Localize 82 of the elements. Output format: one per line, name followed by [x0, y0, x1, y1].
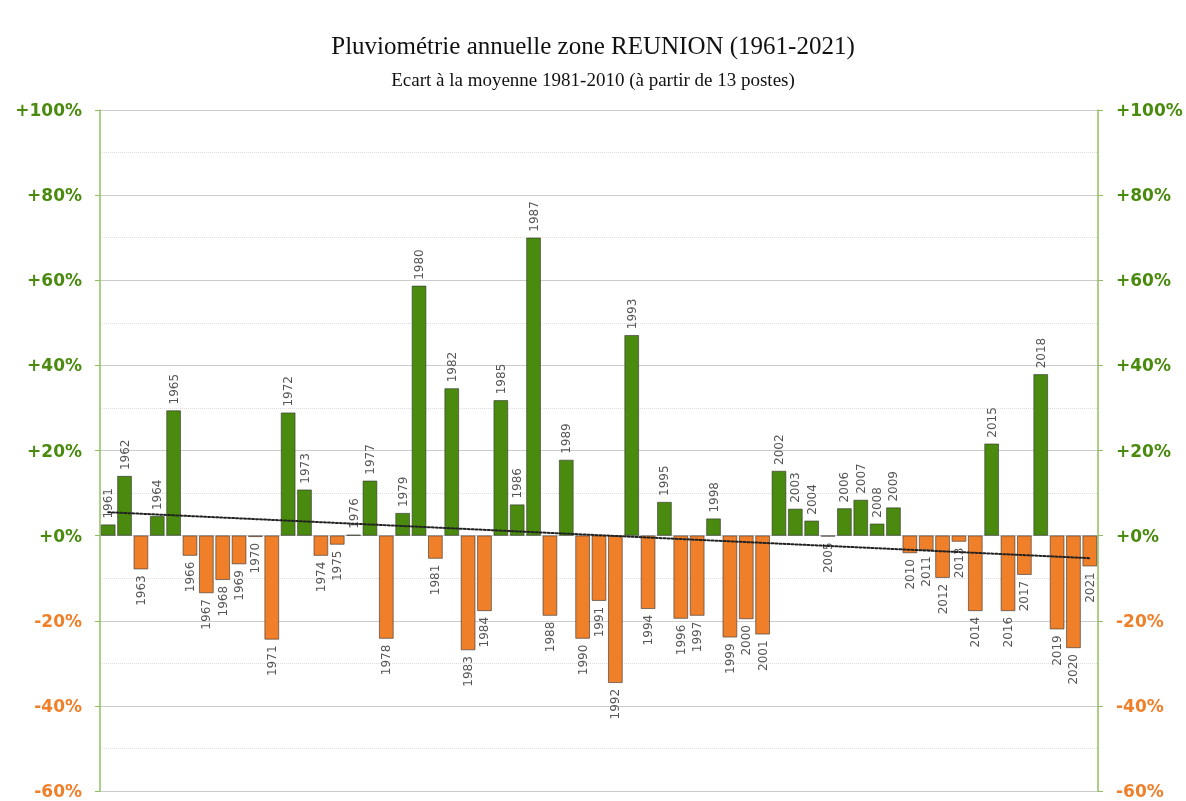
- x-tick-label: 1972: [281, 376, 296, 407]
- x-tick-label: 2003: [788, 472, 803, 503]
- x-tick-label: 2002: [771, 434, 786, 465]
- x-tick-label: 2000: [739, 625, 754, 656]
- x-tick-label: 2008: [870, 487, 885, 518]
- x-tick-label: 1964: [150, 479, 165, 511]
- x-tick-label: 1989: [559, 423, 574, 454]
- x-tick-label: 1997: [690, 621, 705, 653]
- x-tick-label: 1966: [182, 561, 197, 593]
- x-tick-label: 1970: [248, 542, 263, 574]
- x-tick-label: 2004: [804, 484, 819, 515]
- x-tick-label: 2017: [1017, 580, 1032, 612]
- x-tick-label: 2015: [984, 407, 999, 438]
- x-tick-label: 2020: [1066, 653, 1081, 685]
- x-tick-label: 1991: [592, 606, 606, 638]
- y2-tick-label: +40%: [1116, 355, 1171, 376]
- x-tick-label: 1988: [542, 621, 557, 653]
- x-tick-label: 1985: [493, 363, 508, 395]
- chart-subtitle: Ecart à la moyenne 1981-2010 (à partir de 13 postes): [391, 69, 795, 91]
- x-tick-label: 1998: [706, 482, 721, 513]
- x-tick-label: 1983: [461, 656, 476, 687]
- x-tick-label: 2013: [951, 547, 966, 579]
- x-tick-label: 1980: [412, 249, 427, 280]
- x-tick-label: 1976: [346, 498, 361, 529]
- x-tick-label: 1986: [510, 468, 525, 499]
- x-tick-label: 1967: [199, 599, 214, 630]
- x-tick-label: 2012: [935, 583, 950, 615]
- x-tick-label: 1984: [477, 616, 492, 648]
- x-tick-label: 1990: [575, 644, 590, 676]
- x-tick-label: 1987: [526, 201, 541, 232]
- x-tick-label: 1981: [428, 564, 443, 596]
- y2-tick-label: +20%: [1116, 440, 1171, 461]
- y-tick-label: -60%: [34, 781, 82, 801]
- x-tick-label: 1993: [624, 298, 639, 330]
- x-tick-label: 2006: [837, 471, 852, 503]
- x-tick-label: 2021: [1082, 572, 1097, 603]
- x-tick-label: 1974: [313, 561, 328, 593]
- y2-tick-label: -40%: [1116, 695, 1164, 716]
- x-tick-label: 1962: [117, 439, 132, 471]
- y-tick-label: +20%: [27, 440, 82, 461]
- x-tick-label: 1961: [101, 488, 116, 519]
- x-tick-label: 2007: [853, 463, 868, 494]
- x-tick-label: 1979: [395, 476, 410, 508]
- x-tick-label: 1992: [608, 688, 623, 720]
- x-tick-label: 1996: [673, 624, 688, 656]
- x-tick-label: 1965: [166, 373, 181, 405]
- chart-title: Pluviométrie annuelle zone REUNION (1961-2021): [331, 32, 855, 60]
- x-tick-label: 1977: [362, 444, 377, 475]
- x-tick-label: 2016: [1001, 616, 1016, 648]
- y-tick-label: -20%: [34, 610, 82, 631]
- x-tick-label: 1978: [379, 644, 394, 676]
- y-tick-label: +0%: [38, 525, 82, 546]
- y-tick-label: +80%: [27, 185, 82, 206]
- x-tick-label: 1969: [232, 570, 247, 601]
- x-tick-label: 2019: [1050, 635, 1065, 666]
- x-tick-label: 1995: [657, 465, 672, 496]
- y2-tick-label: -20%: [1116, 610, 1164, 631]
- x-tick-label: 2014: [968, 616, 983, 648]
- y-tick-label: +100%: [15, 100, 82, 120]
- y2-tick-label: +0%: [1116, 525, 1160, 546]
- x-tick-label: 2018: [1033, 337, 1048, 369]
- x-tick-label: 1999: [722, 643, 737, 674]
- y-tick-label: +60%: [27, 270, 82, 291]
- bar: [624, 335, 639, 536]
- y-tick-label: -40%: [34, 695, 82, 716]
- y2-tick-label: +100%: [1116, 100, 1183, 120]
- y-tick-label: +40%: [27, 355, 82, 376]
- y2-tick-label: +60%: [1116, 270, 1171, 291]
- x-tick-label: 1968: [215, 585, 230, 617]
- x-tick-label: 2009: [886, 470, 901, 502]
- x-tick-label: 2010: [902, 559, 917, 590]
- x-tick-label: 1994: [641, 614, 656, 646]
- y2-tick-label: -60%: [1116, 781, 1164, 801]
- x-tick-label: 1973: [297, 453, 312, 484]
- x-tick-label: 1971: [264, 645, 279, 677]
- x-tick-label: 2005: [821, 542, 836, 574]
- x-tick-label: 2011: [919, 556, 934, 587]
- x-tick-label: 1975: [330, 550, 345, 582]
- x-tick-label: 1982: [444, 351, 459, 383]
- y2-tick-label: +80%: [1116, 185, 1171, 206]
- x-tick-label: 1963: [133, 575, 148, 606]
- x-tick-label: 2001: [755, 640, 770, 671]
